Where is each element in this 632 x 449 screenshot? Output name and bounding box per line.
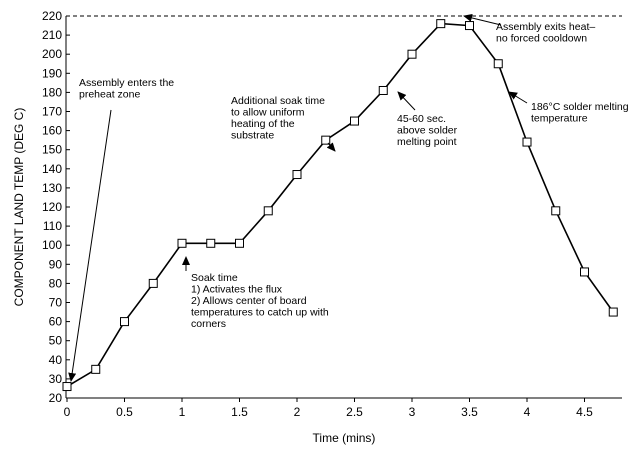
data-point-marker xyxy=(350,116,359,126)
y-tick-label: 100 xyxy=(42,238,62,252)
annotation-line: temperatures to catch up with xyxy=(191,307,329,319)
annotation-arrow xyxy=(68,109,112,382)
data-point-marker xyxy=(321,135,331,145)
annotation-line: 2) Allows center of board xyxy=(191,295,307,307)
series-line xyxy=(66,22,614,388)
data-point-marker xyxy=(465,21,474,31)
data-point-marker xyxy=(580,267,589,277)
data-point-marker xyxy=(436,19,446,29)
x-tick-label: 4.5 xyxy=(576,405,593,419)
x-tick-label: 3.5 xyxy=(461,405,478,419)
y-tick-label: 20 xyxy=(49,391,63,405)
data-point-marker xyxy=(206,238,216,248)
series-layer xyxy=(62,19,618,392)
annotation-line: 1) Activates the flux xyxy=(191,284,283,296)
data-point-marker xyxy=(493,59,503,69)
y-tick-label: 170 xyxy=(42,105,62,119)
data-point-marker xyxy=(62,382,72,392)
annotation-line: Assembly enters the xyxy=(79,77,174,89)
axes: 2030405060708090100110120130140150160170… xyxy=(42,9,622,419)
y-tick-label: 210 xyxy=(42,28,62,42)
annotation-exits: Assembly exits heat–no forced cooldown xyxy=(463,14,595,45)
data-point-marker xyxy=(120,317,129,327)
y-tick-label: 70 xyxy=(49,296,63,310)
data-point-marker xyxy=(608,307,618,317)
y-tick-label: 60 xyxy=(49,315,63,329)
data-point-marker xyxy=(551,206,561,216)
x-tick-label: 1 xyxy=(179,405,186,419)
data-point-marker xyxy=(235,238,244,248)
x-axis-title: Time (mins) xyxy=(313,431,376,445)
x-tick-label: 2.5 xyxy=(346,405,363,419)
y-tick-label: 110 xyxy=(43,219,62,233)
y-tick-label: 130 xyxy=(42,181,62,195)
annotation-arrow xyxy=(463,14,502,26)
y-tick-label: 90 xyxy=(49,257,63,271)
y-tick-label: 180 xyxy=(42,85,62,99)
annotation-line: 186°C solder melting xyxy=(531,101,629,113)
y-tick-label: 150 xyxy=(42,143,62,157)
y-tick-label: 160 xyxy=(42,124,62,138)
y-tick-label: 140 xyxy=(42,162,62,176)
data-point-marker xyxy=(91,364,101,374)
x-tick-label: 4 xyxy=(524,405,531,419)
annotation-line: Soak time xyxy=(191,272,238,284)
data-point-marker xyxy=(148,278,158,288)
annotation-line: above solder xyxy=(397,125,458,137)
x-tick-label: 2 xyxy=(294,405,301,419)
x-tick-label: 3 xyxy=(409,405,416,419)
y-tick-label: 40 xyxy=(49,353,63,367)
annotation-arrow xyxy=(326,142,336,152)
annotation-line: 45-60 sec. xyxy=(397,113,446,125)
data-point-marker xyxy=(378,85,388,95)
annotation-line: Assembly exits heat– xyxy=(496,21,595,33)
y-tick-label: 80 xyxy=(49,276,63,290)
annotation-line: substrate xyxy=(231,130,274,142)
annotation-arrow xyxy=(397,91,416,111)
data-point-marker xyxy=(177,238,187,248)
annotation-line: temperature xyxy=(531,113,588,125)
y-tick-label: 50 xyxy=(49,334,63,348)
annotation-line: to allow uniform xyxy=(231,107,305,119)
y-tick-label: 190 xyxy=(42,66,62,80)
y-tick-label: 220 xyxy=(42,9,62,23)
data-point-marker xyxy=(407,49,417,59)
x-tick-label: 0.5 xyxy=(116,405,133,419)
x-tick-label: 0 xyxy=(64,405,71,419)
annotation-line: no forced cooldown xyxy=(496,33,587,45)
y-tick-label: 120 xyxy=(42,200,62,214)
annotation-line: Additional soak time xyxy=(231,95,325,107)
x-tick-label: 1.5 xyxy=(231,405,248,419)
data-point-marker xyxy=(522,137,532,147)
data-point-marker xyxy=(292,170,302,180)
y-tick-label: 30 xyxy=(49,372,63,386)
data-point-marker xyxy=(263,206,273,216)
annotation-line: heating of the xyxy=(231,118,295,130)
y-tick-label: 200 xyxy=(42,47,62,61)
y-axis-title: COMPONENT LAND TEMP (DEG C) xyxy=(12,108,26,307)
annotation-line: corners xyxy=(191,318,226,330)
annotation-line: preheat zone xyxy=(79,89,140,101)
annotation-arrow xyxy=(508,91,528,104)
annotation-line: melting point xyxy=(397,136,457,148)
